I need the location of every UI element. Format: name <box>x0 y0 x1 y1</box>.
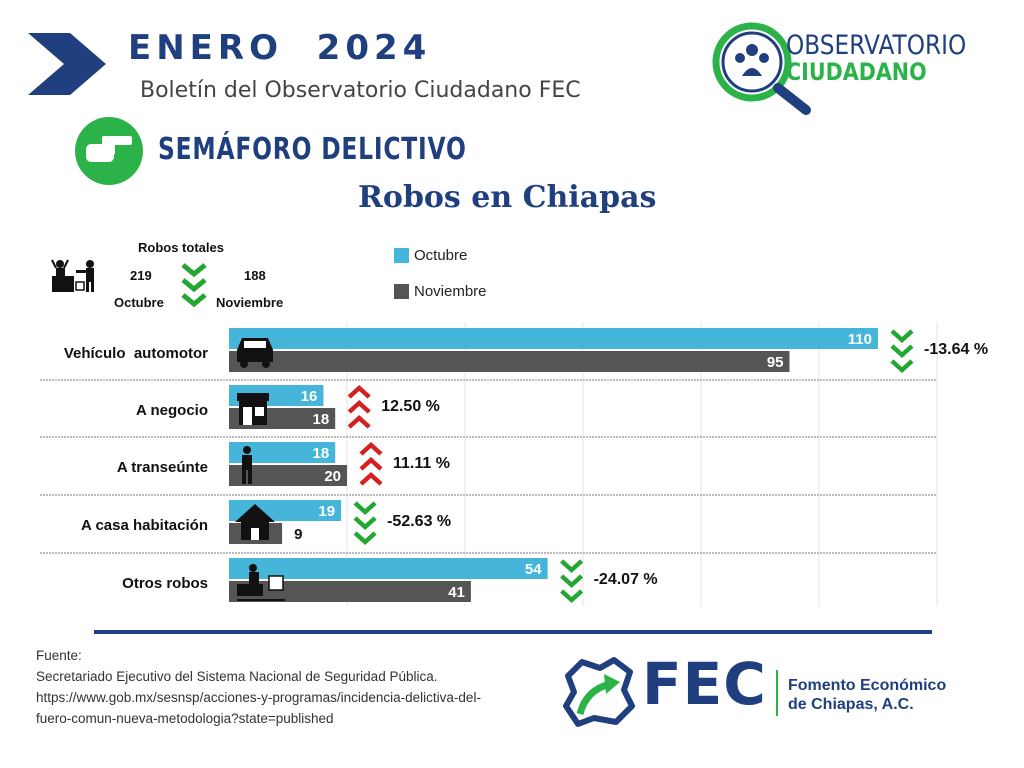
data-label-noviembre: 9 <box>294 526 302 543</box>
data-label-noviembre: 41 <box>448 584 465 601</box>
trend-down-icon <box>560 559 584 604</box>
category-label: A casa habitación <box>81 517 208 534</box>
legend-label-octubre: Octubre <box>414 247 468 264</box>
data-label-octubre: 16 <box>301 388 318 405</box>
source-line-1: Secretariado Ejecutivo del Sistema Nacio… <box>36 669 438 684</box>
observatorio-logo-icon <box>712 22 811 115</box>
bar-octubre <box>229 558 548 579</box>
data-label-octubre: 110 <box>848 331 872 348</box>
data-label-octubre: 18 <box>313 445 330 462</box>
fec-name-line2: de Chiapas, A.C. <box>788 696 914 713</box>
fec-divider <box>776 670 778 716</box>
robbery-icon <box>237 564 285 601</box>
totals-octubre-label: Octubre <box>114 295 164 310</box>
category-label: Otros robos <box>122 575 208 592</box>
fec-map-logo-icon <box>563 657 635 727</box>
totals-noviembre-label: Noviembre <box>216 295 284 310</box>
category-label: A negocio <box>136 402 208 419</box>
bar-noviembre <box>229 465 347 486</box>
category-label: A transeúnte <box>117 459 208 476</box>
totals-noviembre-value: 188 <box>244 268 266 283</box>
percent-change-label: 11.11 % <box>393 455 450 472</box>
source-line-3: fuero-comun-nueva-metodologia?state=publ… <box>36 711 334 726</box>
observatorio-logo-line1: OBSERVATORIO <box>786 30 967 61</box>
fec-acronym: FEC <box>642 650 767 718</box>
observatorio-logo-line2: CIUDADANO <box>786 58 927 86</box>
data-label-noviembre: 20 <box>324 468 341 485</box>
car-icon <box>237 338 273 368</box>
fec-name-line1: Fomento Económico <box>788 677 947 694</box>
percent-change-label: -52.63 % <box>387 513 451 530</box>
legend-swatch-octubre <box>394 248 409 263</box>
percent-change-label: 12.50 % <box>381 398 440 415</box>
legend-swatch-noviembre <box>394 284 409 299</box>
bar-octubre <box>229 442 336 463</box>
robos-bar-chart: 110 95 Vehículo automotor -13.64 % 16 18 A neg… <box>40 322 988 606</box>
data-label-noviembre: 95 <box>767 354 784 371</box>
house-icon <box>235 504 275 540</box>
totals-label: Robos totales <box>138 240 224 255</box>
gun-hand-icon <box>75 117 143 185</box>
bar-octubre <box>229 328 878 349</box>
divider-line <box>94 630 932 634</box>
bulletin-subtitle: Boletín del Observatorio Ciudadano FEC <box>140 78 581 103</box>
section-title: SEMÁFORO DELICTIVO <box>158 132 467 167</box>
trend-down-icon <box>890 329 914 374</box>
robbery-scene-icon <box>51 259 94 292</box>
trend-up-icon <box>347 384 371 429</box>
percent-change-label: -24.07 % <box>594 571 658 588</box>
data-label-octubre: 19 <box>318 503 335 520</box>
percent-change-label: -13.64 % <box>924 341 988 358</box>
source-line-2: https://www.gob.mx/sesnsp/acciones-y-pro… <box>36 690 481 705</box>
source-label: Fuente: <box>36 648 82 663</box>
legend-label-noviembre: Noviembre <box>414 283 487 300</box>
totals-octubre-value: 219 <box>130 268 152 283</box>
pedestrian-icon <box>242 446 252 484</box>
trend-down-icon <box>353 501 377 546</box>
category-label: Vehículo automotor <box>64 345 208 362</box>
fec-name: Fomento Económico de Chiapas, A.C. <box>788 676 946 714</box>
bar-noviembre <box>229 581 471 602</box>
store-icon <box>237 393 269 425</box>
data-label-noviembre: 18 <box>313 411 330 428</box>
source-block: Fuente: Secretariado Ejecutivo del Siste… <box>36 645 556 729</box>
header-arrow-icon <box>28 33 106 95</box>
chart-title: Robos en Chiapas <box>358 180 657 215</box>
totals-down-trend-icon <box>181 263 207 308</box>
bar-noviembre <box>229 351 790 372</box>
data-label-octubre: 54 <box>525 561 542 578</box>
month-title: ENERO 2024 <box>128 28 432 68</box>
trend-up-icon <box>359 441 383 486</box>
